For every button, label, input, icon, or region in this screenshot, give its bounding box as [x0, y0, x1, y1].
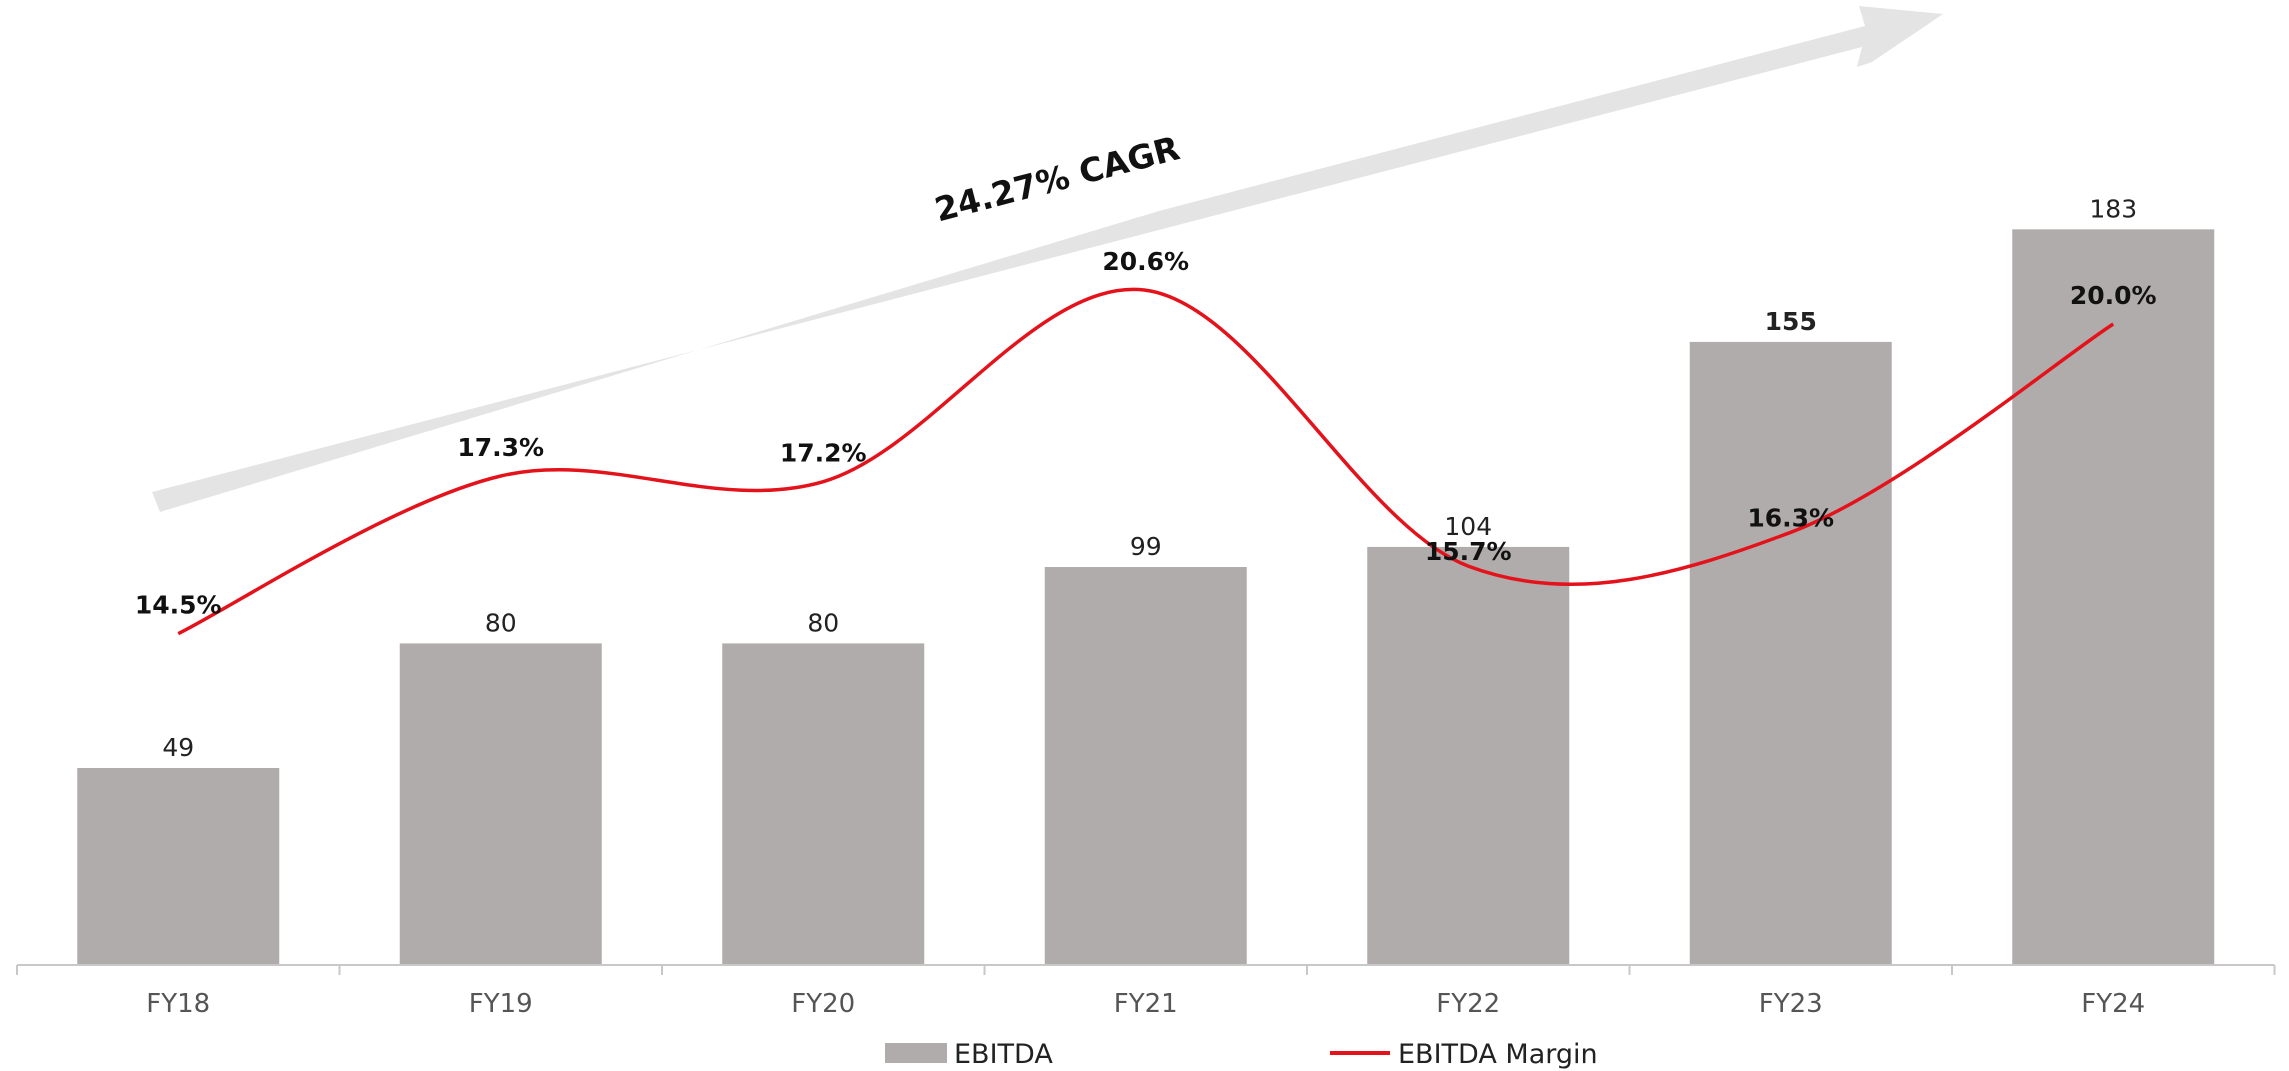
ebitda-bar-fy18: [77, 768, 280, 965]
margin-value-label: 14.5%: [135, 591, 222, 620]
ebitda-value-label: 104: [1444, 512, 1492, 541]
legend-label-ebitda: EBITDA: [954, 1039, 1053, 1070]
x-tick-label: FY24: [2081, 989, 2145, 1019]
legend-label-margin: EBITDA Margin: [1398, 1039, 1598, 1070]
ebitda-value-label: 155: [1765, 307, 1817, 336]
ebitda-bar-fy21: [1044, 567, 1247, 965]
ebitda-value-label: 80: [485, 608, 517, 637]
ebitda-bar-fy24: [2012, 229, 2215, 966]
x-tick-label: FY23: [1759, 989, 1823, 1019]
ebitda-bar-fy23: [1689, 341, 1892, 965]
ebitda-value-label: 80: [807, 608, 839, 637]
x-tick-label: FY20: [791, 989, 855, 1019]
x-tick-label: FY19: [469, 989, 533, 1019]
ebitda-bar-fy20: [722, 643, 925, 965]
x-tick-label: FY22: [1436, 989, 1500, 1019]
ebitda-value-label: 49: [162, 733, 194, 762]
ebitda-value-label: 99: [1130, 532, 1162, 561]
margin-value-label: 17.2%: [780, 439, 867, 468]
cagr-arrow: [152, 6, 1943, 512]
margin-value-label: 20.6%: [1102, 247, 1189, 276]
x-tick-label: FY18: [146, 989, 210, 1019]
margin-value-label: 20.0%: [2070, 281, 2157, 310]
ebitda-value-label: 183: [2089, 194, 2137, 223]
margin-value-label: 17.3%: [457, 433, 544, 462]
legend-swatch-ebitda: [885, 1043, 947, 1063]
margin-value-label: 16.3%: [1747, 503, 1834, 532]
margin-value-label: 15.7%: [1425, 537, 1512, 566]
x-tick-label: FY21: [1114, 989, 1178, 1019]
cagr-annotation: 24.27% CAGR: [931, 128, 1184, 229]
ebitda-bar-fy19: [399, 643, 602, 965]
ebitda-bar-fy22: [1367, 546, 1570, 965]
ebitda-margin-line: [177, 287, 2115, 636]
